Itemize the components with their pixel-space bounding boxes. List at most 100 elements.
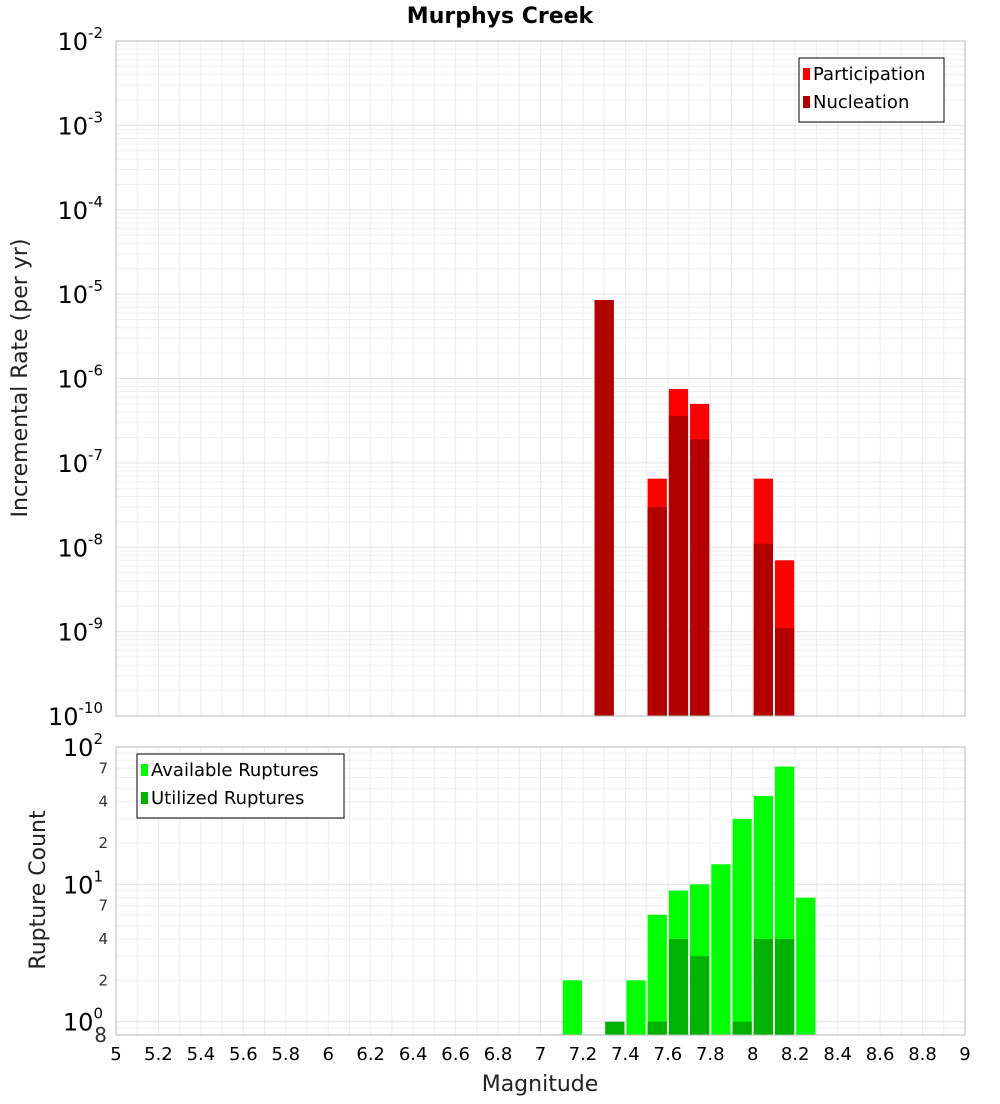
legend-swatch <box>141 764 148 776</box>
bar-utilized-ruptures <box>605 1021 625 1035</box>
y-tick-label: 10-6 <box>57 362 103 394</box>
chart-title: Murphys Creek <box>407 4 595 29</box>
x-tick-label: 8 <box>747 1044 758 1065</box>
y-tick-exponent: -10 <box>79 699 104 717</box>
bar-available-ruptures <box>562 980 582 1035</box>
bar-nucleation <box>647 506 667 716</box>
x-tick-label: 7.6 <box>654 1044 683 1065</box>
x-tick-label: 7.8 <box>696 1044 725 1065</box>
bar-nucleation <box>690 439 710 716</box>
y-tick-base: 10 <box>57 619 88 647</box>
y-tick-label: 10-8 <box>57 530 103 562</box>
legend-label: Nucleation <box>813 92 909 113</box>
y-tick-label: 10-5 <box>57 277 103 309</box>
legend-label: Participation <box>813 64 925 85</box>
bar-utilized-ruptures <box>668 939 689 1035</box>
bar-available-ruptures <box>711 864 731 1035</box>
y-minor-tick-label: 7 <box>98 897 108 915</box>
y-tick-base: 10 <box>63 871 94 899</box>
y-tick-base: 10 <box>48 703 79 731</box>
bar-nucleation <box>668 415 689 716</box>
x-tick-label: 5.4 <box>187 1044 216 1065</box>
y-tick-base: 10 <box>57 450 88 478</box>
y-tick-base: 10 <box>57 197 88 225</box>
y-tick-base: 10 <box>63 734 94 762</box>
bar-nucleation <box>774 628 795 716</box>
y-tick-label: 10-2 <box>57 24 103 56</box>
bar-utilized-ruptures <box>774 939 795 1035</box>
y-tick-exponent: -9 <box>88 615 103 633</box>
legend-box <box>136 753 345 819</box>
legend-count: Available Ruptures Utilized Ruptures <box>136 753 345 819</box>
y-minor-tick-label: 7 <box>98 759 108 777</box>
y-tick-base: 10 <box>57 366 88 394</box>
y-minor-tick-label: 2 <box>98 971 108 989</box>
bar-utilized-ruptures <box>732 1021 752 1035</box>
y-tick-base: 10 <box>57 28 88 56</box>
x-tick-label: 5.8 <box>271 1044 300 1065</box>
bar-available-ruptures <box>626 980 646 1035</box>
y-tick-label: 102 <box>63 730 103 762</box>
y-tick-base: 10 <box>63 1009 94 1037</box>
y-tick-label: 10-9 <box>57 615 103 647</box>
y-minor-tick-label: 2 <box>98 834 108 852</box>
legend-box <box>798 57 945 123</box>
y-tick-base: 10 <box>57 534 88 562</box>
x-tick-label: 6.6 <box>441 1044 470 1065</box>
x-tick-label: 5.6 <box>229 1044 258 1065</box>
x-tick-label: 9 <box>959 1044 970 1065</box>
x-tick-label: 8.8 <box>908 1044 937 1065</box>
y-tick-label: 10-4 <box>57 193 103 225</box>
y-tick-base: 10 <box>57 112 88 140</box>
y-minor-tick-label: 4 <box>98 793 108 811</box>
y-minor-tick-label: 4 <box>98 930 108 948</box>
legend-swatch <box>141 792 148 804</box>
legend-rate: Participation Nucleation <box>798 57 945 123</box>
y-tick-label: 101 <box>63 867 103 899</box>
y-tick-exponent: 2 <box>93 730 103 748</box>
y-tick-exponent: -2 <box>88 24 103 42</box>
y-tick-label: 10-3 <box>57 108 103 140</box>
y-tick-exponent: 0 <box>93 1005 103 1023</box>
x-tick-label: 6.2 <box>356 1044 385 1065</box>
x-tick-label: 6 <box>323 1044 334 1065</box>
legend-swatch <box>803 68 810 80</box>
x-tick-label: 6.8 <box>484 1044 513 1065</box>
y-tick-base: 10 <box>57 281 88 309</box>
y-axis-label-count: Rupture Count <box>26 810 51 970</box>
bar-utilized-ruptures <box>753 939 773 1035</box>
x-tick-label: 7.2 <box>569 1044 598 1065</box>
y-tick-exponent: -5 <box>88 277 103 295</box>
y-tick-exponent: -3 <box>88 108 103 126</box>
y-tick-exponent: 1 <box>93 867 103 885</box>
y-tick-label: 10-7 <box>57 446 103 478</box>
bar-nucleation <box>594 300 614 716</box>
bar-available-ruptures <box>796 897 816 1035</box>
y-axis-label-rate: Incremental Rate (per yr) <box>8 239 33 518</box>
bar-utilized-ruptures <box>647 1021 667 1035</box>
y-tick-exponent: -6 <box>88 362 103 380</box>
plot-frame <box>115 40 966 717</box>
x-tick-label: 8.4 <box>823 1044 852 1065</box>
bar-available-ruptures <box>732 818 752 1035</box>
plot-frame <box>115 746 966 1036</box>
x-tick-label: 5 <box>110 1044 121 1065</box>
y-tick-exponent: -8 <box>88 530 103 548</box>
y-tick-label: 10-10 <box>48 699 103 731</box>
x-tick-label: 7 <box>535 1044 546 1065</box>
x-tick-label: 6.4 <box>399 1044 428 1065</box>
x-tick-label: 8.6 <box>866 1044 895 1065</box>
y-minor-tick-label: 8 <box>94 1023 107 1047</box>
y-tick-exponent: -7 <box>88 446 103 464</box>
bar-available-ruptures <box>647 914 667 1035</box>
x-tick-label: 8.2 <box>781 1044 810 1065</box>
panel-rate: 10-210-310-410-510-610-710-810-910-10Par… <box>48 24 966 731</box>
x-axis-label: Magnitude <box>482 1072 599 1097</box>
legend-label: Available Ruptures <box>151 760 319 781</box>
x-tick-label: 5.2 <box>144 1044 173 1065</box>
x-tick-label: 7.4 <box>611 1044 640 1065</box>
legend-label: Utilized Ruptures <box>151 788 304 809</box>
